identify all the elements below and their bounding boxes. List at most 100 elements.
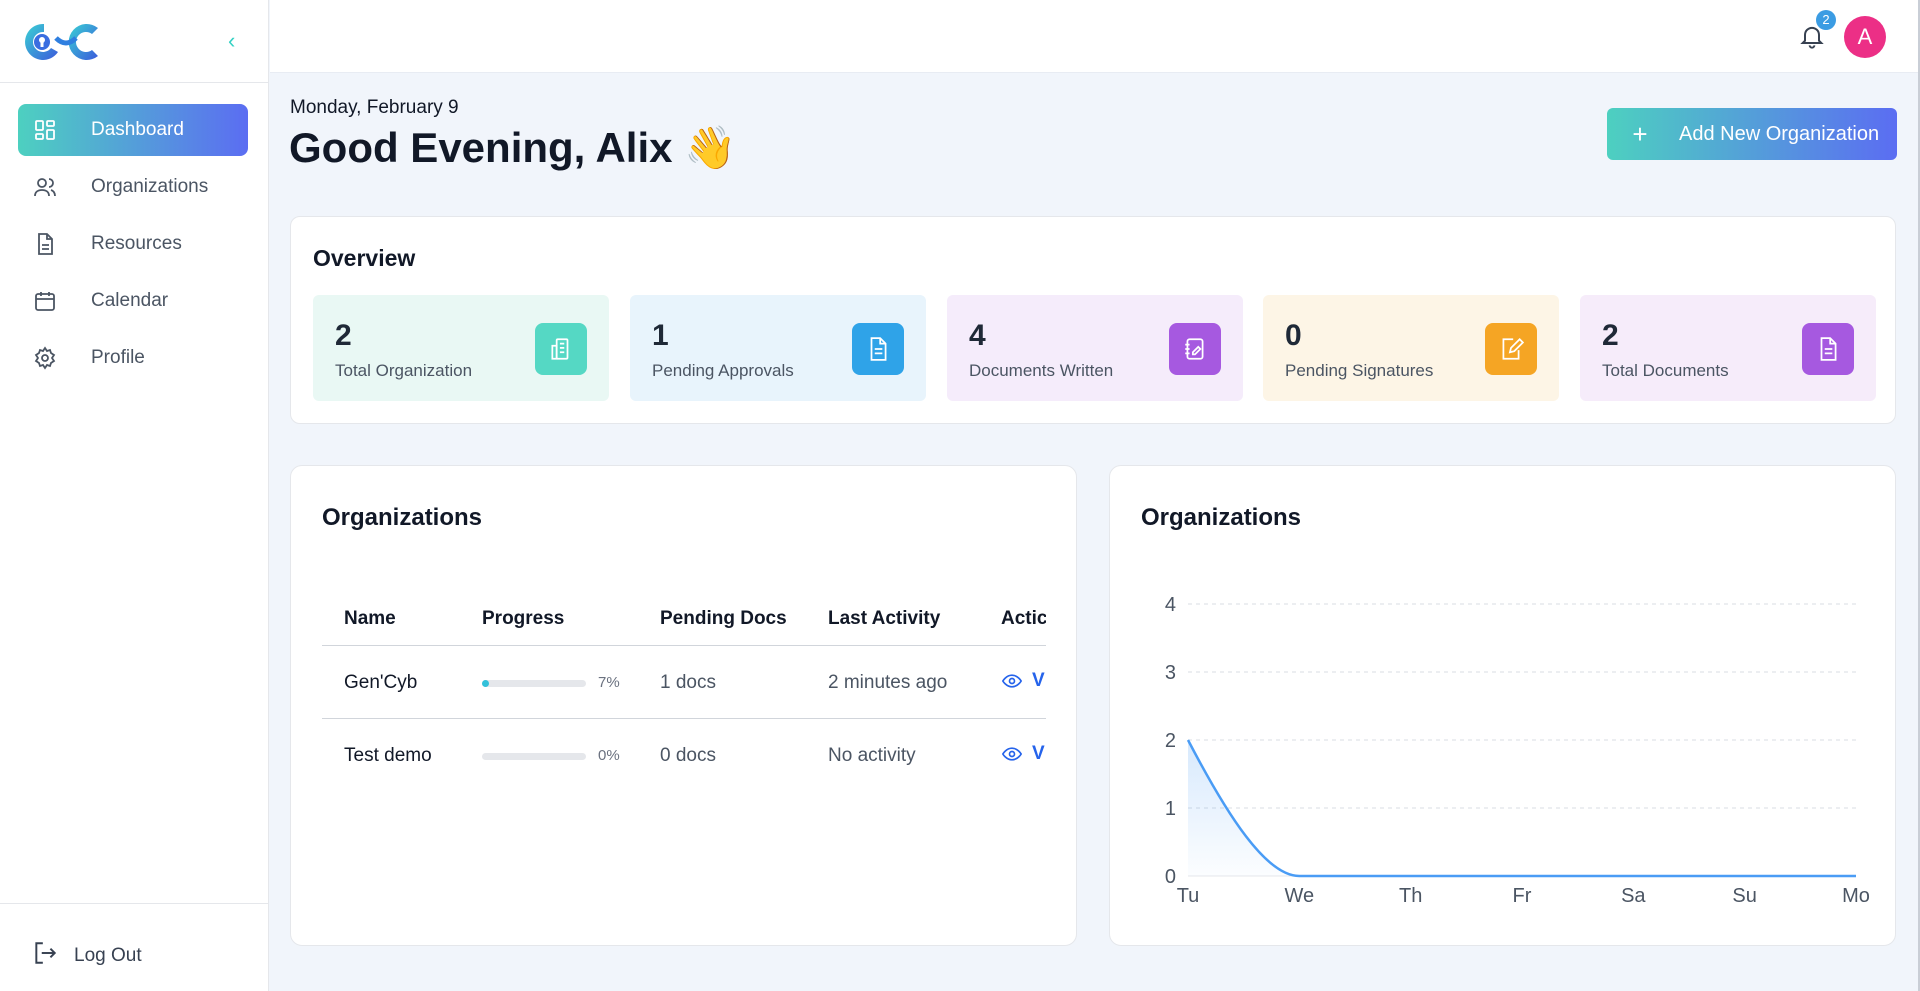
logout-icon <box>32 940 58 971</box>
greeting-title: Good Evening, Alix 👋 <box>289 124 737 171</box>
organizations-table-card: Organizations Name Progress Pending Docs… <box>290 465 1077 946</box>
org-name: Gen'Cyb <box>344 672 418 693</box>
x-tick-label: Tu <box>1177 885 1200 907</box>
eye-icon <box>1002 674 1022 688</box>
bell-icon[interactable] <box>1798 22 1826 50</box>
notebook-icon <box>1169 323 1221 375</box>
sidebar-item-organizations[interactable]: Organizations <box>18 161 248 213</box>
sidebar-item-label: Dashboard <box>91 119 184 140</box>
x-tick-label: Fr <box>1513 885 1532 907</box>
document-icon <box>32 231 58 257</box>
last-activity: 2 minutes ago <box>828 672 948 693</box>
table-header: Name Progress Pending Docs Last Activity… <box>322 596 1046 646</box>
view-label: V <box>1032 743 1045 764</box>
document-icon <box>852 323 904 375</box>
organizations-chart: 0 1 2 3 4 Tu We Th Fr Sa Su Mo <box>1165 594 1870 907</box>
column-header-name[interactable]: Name <box>344 608 396 629</box>
x-tick-label: We <box>1285 885 1315 907</box>
pending-docs: 0 docs <box>660 745 716 766</box>
stat-label: Documents Written <box>969 361 1114 380</box>
x-tick-label: Mo <box>1842 885 1870 907</box>
sidebar-item-profile[interactable]: Profile <box>18 332 248 384</box>
window-edge <box>1918 0 1920 991</box>
y-tick-label: 1 <box>1165 798 1176 820</box>
stat-card-pending-approvals[interactable]: 1 Pending Approvals <box>630 295 926 401</box>
stat-value: 1 <box>652 319 669 352</box>
table-row[interactable]: Test demo 0% 0 docs No activity V <box>322 719 1046 792</box>
stat-label: Pending Approvals <box>652 361 794 380</box>
stat-value: 2 <box>1602 319 1619 352</box>
sidebar: ‹ Dashboard Organizations Resources Cale… <box>0 0 269 991</box>
notification-badge: 2 <box>1816 10 1836 30</box>
add-organization-button[interactable]: + Add New Organization <box>1607 108 1897 160</box>
y-tick-label: 2 <box>1165 730 1176 752</box>
table-row[interactable]: Gen'Cyb 7% 1 docs 2 minutes ago V <box>322 646 1046 719</box>
topbar: 2 A <box>270 0 1920 73</box>
users-icon <box>32 174 58 200</box>
sidebar-item-label: Calendar <box>91 290 169 311</box>
column-header-pending-docs[interactable]: Pending Docs <box>660 608 787 629</box>
logout-label: Log Out <box>74 944 142 966</box>
x-tick-label: Sa <box>1621 885 1646 907</box>
stat-card-total-organization[interactable]: 2 Total Organization <box>313 295 609 401</box>
gear-icon <box>32 345 58 371</box>
card-title: Organizations <box>322 504 483 531</box>
current-date: Monday, February 9 <box>290 97 459 118</box>
card-title: Organizations <box>1141 504 1302 531</box>
sidebar-item-label: Profile <box>91 347 145 368</box>
y-tick-label: 3 <box>1165 662 1176 684</box>
avatar[interactable]: A <box>1844 16 1886 58</box>
series-line <box>1186 739 1856 878</box>
progress-bar <box>482 680 586 687</box>
chevron-left-icon[interactable]: ‹ <box>228 28 236 53</box>
sidebar-item-dashboard[interactable]: Dashboard <box>18 104 248 156</box>
building-icon <box>535 323 587 375</box>
stat-label: Total Organization <box>335 361 473 380</box>
overview-title: Overview <box>313 245 416 271</box>
column-header-progress[interactable]: Progress <box>482 608 565 629</box>
view-label: V <box>1032 670 1045 691</box>
series-area <box>1188 740 1856 876</box>
last-activity: No activity <box>828 745 916 766</box>
sidebar-item-label: Resources <box>91 233 182 254</box>
eye-icon <box>1002 747 1022 761</box>
stat-value: 4 <box>969 319 986 352</box>
column-header-last-activity[interactable]: Last Activity <box>828 608 941 629</box>
view-button[interactable]: V <box>1002 743 1045 765</box>
stat-value: 0 <box>1285 319 1302 352</box>
stat-card-pending-signatures[interactable]: 0 Pending Signatures <box>1263 295 1559 401</box>
dashboard-icon <box>32 117 58 143</box>
x-tick-label: Th <box>1399 885 1422 907</box>
plus-icon: + <box>1632 118 1648 149</box>
stat-label: Pending Signatures <box>1285 361 1434 380</box>
add-organization-label: Add New Organization <box>1679 122 1880 145</box>
stat-card-documents-written[interactable]: 4 Documents Written <box>947 295 1243 401</box>
organizations-table: Name Progress Pending Docs Last Activity… <box>322 596 1046 792</box>
progress-percent: 7% <box>598 674 620 691</box>
calendar-icon <box>32 288 58 314</box>
edit-icon <box>1485 323 1537 375</box>
sidebar-item-resources[interactable]: Resources <box>18 218 248 270</box>
pending-docs: 1 docs <box>660 672 716 693</box>
logo[interactable] <box>18 18 108 66</box>
y-tick-label: 0 <box>1165 866 1176 888</box>
progress-bar <box>482 753 586 760</box>
document-icon <box>1802 323 1854 375</box>
progress-percent: 0% <box>598 747 620 764</box>
progress-fill <box>482 680 490 687</box>
org-name: Test demo <box>344 745 432 766</box>
sidebar-item-calendar[interactable]: Calendar <box>18 275 248 327</box>
logout-button[interactable]: Log Out <box>32 940 142 971</box>
organizations-chart-card: Organizations 0 1 2 3 4 Tu We Th Fr Sa Su Mo <box>1109 465 1896 946</box>
stat-label: Total Documents <box>1602 361 1729 380</box>
logo-area: ‹ <box>0 0 268 83</box>
column-header-actions: Actic <box>1001 608 1046 629</box>
stat-card-total-documents[interactable]: 2 Total Documents <box>1580 295 1876 401</box>
stat-value: 2 <box>335 319 352 352</box>
view-button[interactable]: V <box>1002 670 1045 692</box>
logout-area: Log Out <box>0 903 269 991</box>
y-tick-label: 4 <box>1165 594 1176 616</box>
x-tick-label: Su <box>1732 885 1756 907</box>
sidebar-item-label: Organizations <box>91 176 209 197</box>
sidebar-nav: Dashboard Organizations Resources Calend… <box>18 104 248 389</box>
